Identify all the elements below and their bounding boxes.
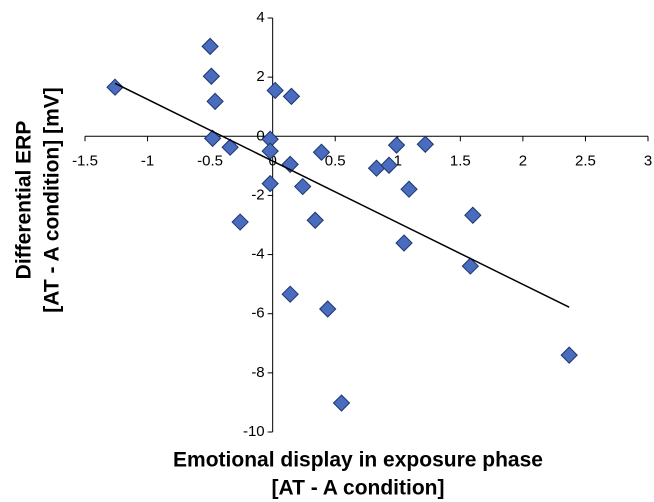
y-axis-title: [AT - A condition] [mV] [41, 87, 64, 313]
x-tick-label: -1 [141, 152, 154, 169]
point [312, 143, 331, 161]
point [319, 300, 337, 318]
y-axis-title: Differential ERP [13, 121, 36, 280]
x-tick-label: -0.5 [197, 152, 223, 169]
x-axis-title: Emotional display in exposure phase [173, 449, 543, 472]
point [282, 87, 301, 106]
point [332, 394, 351, 412]
y-tick-label: -8 [251, 364, 264, 381]
x-tick-label: -1.5 [72, 152, 98, 169]
point [281, 285, 299, 303]
y-tick-label: 4 [256, 9, 264, 26]
y-tick-label: -10 [243, 423, 265, 440]
y-tick-label: -4 [251, 246, 264, 263]
point [380, 156, 398, 174]
point [206, 92, 224, 111]
point [201, 37, 219, 56]
point [221, 138, 239, 156]
point [367, 159, 386, 177]
point [203, 129, 222, 148]
point [281, 155, 299, 174]
point [387, 136, 406, 154]
trendline [114, 82, 570, 308]
point [106, 78, 124, 96]
x-tick-label: 1.5 [450, 152, 471, 169]
x-axis-title: [AT - A condition] [271, 477, 444, 500]
point [560, 346, 578, 364]
x-tick-label: 3 [644, 152, 652, 169]
y-tick-label: 2 [256, 68, 264, 85]
point [306, 211, 324, 229]
point [231, 213, 249, 231]
point [395, 234, 413, 252]
y-tick-label: -6 [251, 305, 264, 322]
x-tick-label: 0.5 [325, 152, 346, 169]
point [293, 177, 312, 196]
point [416, 135, 435, 153]
y-tick-label: 0 [256, 127, 264, 144]
point [202, 67, 221, 85]
x-tick-label: 2.5 [575, 152, 596, 169]
point [464, 206, 482, 224]
y-tick-label: -2 [251, 186, 264, 203]
point [400, 180, 418, 198]
x-tick-label: 1 [394, 152, 402, 169]
x-tick-label: 2 [519, 152, 527, 169]
point [461, 257, 480, 275]
point [266, 81, 284, 100]
point [261, 174, 279, 193]
